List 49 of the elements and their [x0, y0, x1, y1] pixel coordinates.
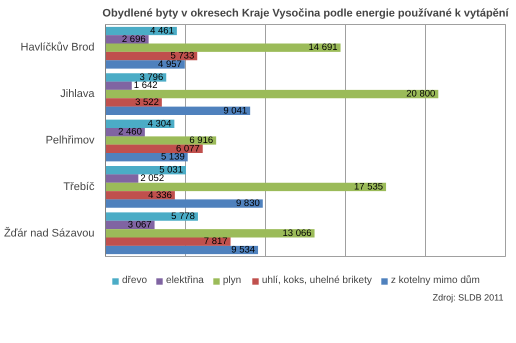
data-label: 2 052 [140, 173, 164, 184]
data-label: 1 642 [134, 80, 158, 92]
data-label: 4 304 [148, 118, 172, 130]
y-tick-label: Třebíč [63, 180, 95, 193]
bar [106, 199, 263, 208]
data-label: 9 534 [231, 244, 256, 256]
bar [106, 44, 341, 52]
data-label: 6 077 [176, 143, 200, 154]
data-label: 14 691 [308, 42, 338, 54]
data-label: 2 460 [118, 126, 142, 138]
bar [106, 82, 132, 90]
data-label: 5 778 [171, 211, 195, 222]
bar [106, 144, 203, 154]
data-label: 3 522 [135, 96, 159, 108]
bar [106, 229, 315, 238]
data-label: 3 067 [128, 219, 152, 230]
data-label: 4 461 [150, 25, 174, 36]
y-tick-label: Žďár nad Sázavou [4, 226, 95, 240]
legend-label: z kotelny mimo dům [390, 275, 480, 286]
data-label: 4 336 [148, 190, 172, 201]
bar [106, 60, 185, 69]
legend-label: uhlí, koks, uhelné brikety [262, 275, 372, 286]
legend-label: plyn [222, 275, 242, 286]
text: Zdroj: SLDB 2011 [432, 292, 504, 302]
bar [106, 166, 186, 174]
y-tick-label: Havlíčkův Brod [20, 42, 95, 54]
bar [106, 212, 198, 221]
data-label: 5 031 [159, 164, 184, 176]
bar [106, 237, 231, 246]
data-label: 3 796 [139, 72, 164, 83]
bar [106, 174, 138, 183]
y-tick-label: Pelhřimov [46, 134, 95, 146]
data-label: 2 696 [122, 34, 146, 45]
bar [106, 90, 438, 98]
bar [106, 182, 386, 192]
data-label: 9 041 [223, 105, 248, 116]
data-label: 17 535 [354, 181, 384, 192]
bar [106, 106, 250, 115]
legend-label: dřevo [122, 275, 148, 286]
data-label: 13 066 [282, 228, 312, 239]
data-label: 9 830 [236, 198, 260, 210]
data-label: 5 139 [160, 152, 185, 163]
bar [106, 153, 188, 162]
y-tick-label: Jihlava [60, 88, 96, 100]
legend-label: elektřina [166, 275, 204, 286]
data-label: 7 817 [204, 236, 228, 248]
data-label: 6 916 [189, 135, 214, 146]
chart-title: Obydlené byty v okresech Kraje Vysočina podle energie používané k vytápění [102, 8, 510, 20]
data-label: 20 800 [406, 88, 436, 100]
